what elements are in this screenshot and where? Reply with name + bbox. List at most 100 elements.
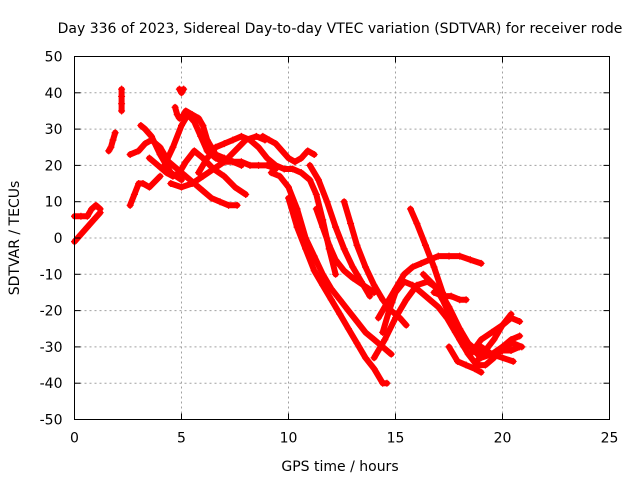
data-point xyxy=(454,357,462,365)
x-tick-label: 0 xyxy=(70,431,79,447)
data-point xyxy=(182,158,190,166)
y-tick-label: 50 xyxy=(45,50,63,66)
data-point xyxy=(306,176,314,184)
data-point xyxy=(178,114,185,122)
data-point xyxy=(430,288,438,296)
data-point xyxy=(118,107,126,115)
data-point xyxy=(310,252,318,260)
data-point xyxy=(424,278,432,286)
data-point xyxy=(107,143,115,151)
data-point xyxy=(402,296,410,304)
data-point xyxy=(462,296,470,304)
data-point xyxy=(291,158,299,166)
data-point xyxy=(280,165,288,173)
data-point xyxy=(477,259,485,267)
data-point xyxy=(507,347,515,355)
data-point xyxy=(392,314,399,322)
data-point xyxy=(169,172,177,180)
x-axis-label: GPS time / hours xyxy=(281,459,398,475)
data-point xyxy=(473,347,481,355)
data-point xyxy=(413,281,421,289)
data-point xyxy=(77,212,85,220)
data-point xyxy=(285,154,292,162)
data-point xyxy=(381,336,389,344)
data-point xyxy=(130,190,138,198)
data-point xyxy=(255,143,263,151)
data-point xyxy=(499,354,506,362)
data-point xyxy=(430,281,438,289)
data-point xyxy=(319,216,327,224)
y-tick-label: 20 xyxy=(45,158,63,174)
data-point xyxy=(477,354,485,362)
data-point xyxy=(246,161,254,169)
data-point xyxy=(276,172,284,180)
data-point xyxy=(325,241,333,249)
data-point xyxy=(362,354,370,362)
data-point xyxy=(509,339,517,347)
data-point xyxy=(353,339,361,347)
data-point xyxy=(340,245,348,253)
data-point xyxy=(88,205,96,213)
data-point xyxy=(160,161,168,169)
data-point xyxy=(462,361,470,369)
data-point xyxy=(141,125,149,133)
data-point xyxy=(349,274,357,282)
data-point xyxy=(259,132,267,140)
y-tick-label: -40 xyxy=(40,376,63,392)
data-point xyxy=(246,136,254,144)
data-point xyxy=(481,347,489,355)
data-point xyxy=(471,365,479,373)
data-point xyxy=(212,143,220,151)
data-point xyxy=(464,339,472,347)
data-point xyxy=(456,328,464,336)
data-point xyxy=(203,154,211,162)
data-point xyxy=(481,361,489,369)
data-point xyxy=(126,201,134,209)
data-point xyxy=(445,252,453,260)
data-point xyxy=(255,161,263,169)
data-point xyxy=(434,285,442,293)
data-point xyxy=(310,267,318,275)
data-point xyxy=(417,288,425,296)
axis-ticks xyxy=(74,56,610,420)
data-point xyxy=(383,379,391,387)
data-point xyxy=(306,161,314,169)
data-point xyxy=(225,201,233,209)
data-point xyxy=(370,365,378,373)
data-point xyxy=(516,317,524,325)
data-point xyxy=(357,278,365,286)
data-point xyxy=(178,176,185,184)
data-point xyxy=(141,140,149,148)
data-point xyxy=(156,172,164,180)
data-point xyxy=(233,201,241,209)
data-point xyxy=(340,198,348,206)
data-point xyxy=(370,288,378,296)
data-point xyxy=(229,158,237,166)
data-point xyxy=(188,180,196,188)
data-point xyxy=(488,328,496,336)
data-point xyxy=(220,172,228,180)
data-point xyxy=(387,350,395,358)
data-point xyxy=(195,114,203,122)
data-point xyxy=(466,350,474,358)
data-point xyxy=(402,321,410,329)
data-point xyxy=(180,85,188,93)
data-point xyxy=(323,198,331,206)
data-point xyxy=(434,303,442,311)
data-point xyxy=(406,205,414,213)
y-axis-label: SDTVAR / TECUs xyxy=(7,181,23,296)
data-point xyxy=(77,230,85,238)
data-point xyxy=(195,169,203,177)
y-tick-label: 40 xyxy=(45,86,63,102)
data-point xyxy=(426,296,434,304)
data-point xyxy=(182,107,190,115)
data-point xyxy=(278,147,286,155)
data-point xyxy=(400,270,408,278)
data-point xyxy=(139,180,147,188)
chart-title: Day 336 of 2023, Sidereal Day-to-day VTE… xyxy=(58,21,623,37)
data-point xyxy=(310,151,318,159)
data-point xyxy=(344,307,352,315)
data-point xyxy=(220,140,228,148)
data-point xyxy=(477,336,485,344)
